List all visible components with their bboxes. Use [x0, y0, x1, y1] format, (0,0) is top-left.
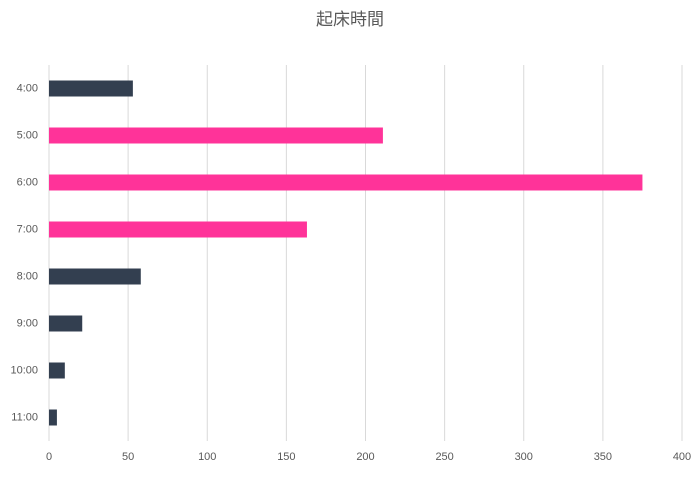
bar — [49, 221, 307, 238]
y-tick-label: 7:00 — [17, 223, 38, 235]
y-tick-label: 6:00 — [17, 176, 38, 188]
x-tick-label: 200 — [356, 451, 374, 463]
bar — [49, 127, 383, 144]
bar — [49, 362, 65, 379]
x-tick-label: 400 — [673, 451, 691, 463]
chart-title: 起床時間 — [316, 10, 384, 30]
x-tick-label: 150 — [277, 451, 295, 463]
x-tick-label: 350 — [594, 451, 612, 463]
bar — [49, 268, 141, 285]
x-tick-label: 300 — [515, 451, 533, 463]
y-tick-label: 5:00 — [17, 129, 38, 141]
bar — [49, 174, 643, 191]
bar — [49, 315, 83, 332]
x-tick-label: 0 — [46, 451, 52, 463]
x-tick-label: 100 — [198, 451, 216, 463]
y-tick-label: 8:00 — [17, 270, 38, 282]
bar — [49, 80, 133, 97]
x-tick-label: 250 — [435, 451, 453, 463]
y-tick-label: 4:00 — [17, 82, 38, 94]
x-tick-label: 50 — [122, 451, 134, 463]
y-tick-label: 11:00 — [11, 411, 38, 423]
y-tick-label: 10:00 — [10, 364, 38, 376]
bar — [49, 409, 57, 426]
y-tick-label: 9:00 — [17, 317, 38, 329]
